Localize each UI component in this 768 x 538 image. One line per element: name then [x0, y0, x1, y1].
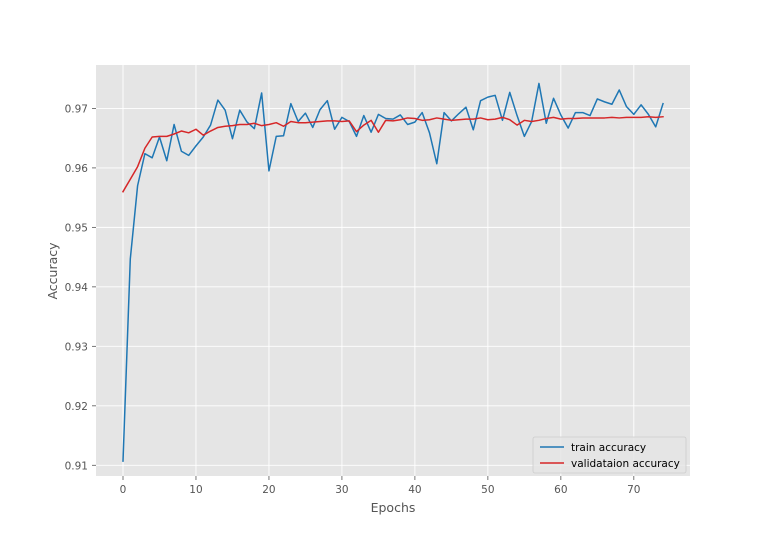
- x-tick-label: 0: [120, 484, 127, 496]
- y-tick-label: 0.92: [65, 401, 88, 413]
- legend-label-validation: validataion accuracy: [571, 458, 680, 470]
- legend-box: [532, 436, 687, 474]
- y-tick-label: 0.91: [65, 460, 88, 472]
- x-tick-label: 20: [262, 484, 275, 496]
- plot-area: [96, 65, 690, 476]
- y-tick-label: 0.97: [65, 103, 88, 115]
- y-tick-label: 0.96: [65, 163, 89, 175]
- x-tick-label: 70: [627, 484, 640, 496]
- legend: train accuracy validataion accuracy: [532, 436, 687, 474]
- x-tick-label: 60: [554, 484, 567, 496]
- y-tick-label: 0.95: [65, 222, 88, 234]
- x-tick-label: 40: [408, 484, 421, 496]
- y-tick-label: 0.94: [65, 282, 89, 294]
- series-layer: [121, 82, 664, 462]
- x-tick-label: 50: [481, 484, 494, 496]
- x-tick-label: 10: [189, 484, 202, 496]
- x-axis-label: Epochs: [371, 500, 416, 515]
- x-tick-label: 30: [335, 484, 348, 496]
- y-axis-label: Accuracy: [45, 242, 60, 300]
- validation-accuracy-line: [121, 115, 664, 193]
- train-accuracy-line: [122, 82, 664, 462]
- grid-lines: [96, 65, 690, 476]
- y-axis-ticks: 0.91 0.92 0.93 0.94 0.95 0.96 0.97: [65, 103, 96, 472]
- legend-label-train: train accuracy: [571, 442, 646, 454]
- x-axis-ticks: 0 10 20 30 40 50 60 70: [120, 476, 640, 496]
- y-tick-label: 0.93: [65, 341, 88, 353]
